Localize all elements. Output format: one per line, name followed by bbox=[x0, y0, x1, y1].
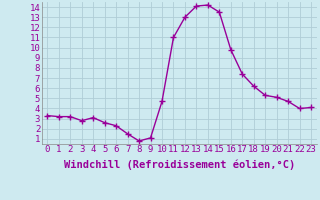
X-axis label: Windchill (Refroidissement éolien,°C): Windchill (Refroidissement éolien,°C) bbox=[64, 160, 295, 170]
